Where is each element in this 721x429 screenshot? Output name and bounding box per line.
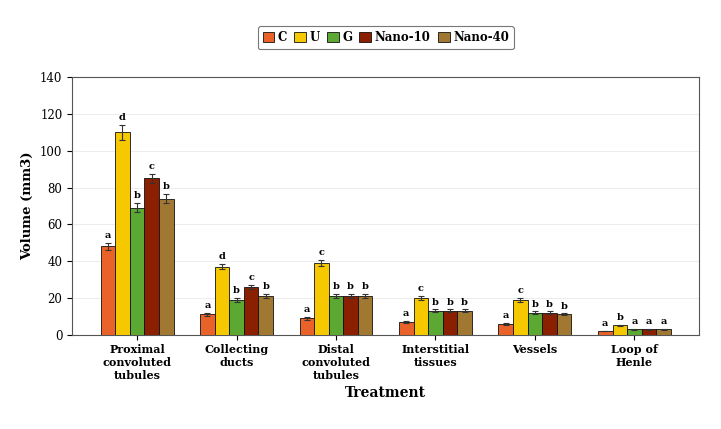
Text: b: b: [446, 298, 454, 307]
Text: c: c: [418, 284, 424, 293]
Bar: [101, 246, 115, 335]
Bar: [159, 199, 174, 335]
Text: b: b: [332, 282, 340, 291]
Text: a: a: [304, 305, 310, 314]
Text: d: d: [218, 252, 226, 261]
Text: a: a: [503, 311, 509, 320]
Text: c: c: [248, 273, 254, 282]
Bar: [144, 178, 159, 335]
Bar: [613, 326, 627, 335]
Text: b: b: [163, 182, 169, 191]
Text: a: a: [660, 317, 667, 326]
Text: c: c: [518, 286, 523, 295]
Text: b: b: [362, 282, 368, 291]
Legend: C, U, G, Nano-10, Nano-40: C, U, G, Nano-10, Nano-40: [258, 27, 513, 49]
Bar: [314, 263, 329, 335]
Text: b: b: [546, 299, 553, 308]
Bar: [229, 300, 244, 335]
Bar: [244, 287, 258, 335]
Bar: [115, 133, 130, 335]
Text: b: b: [347, 282, 354, 291]
Text: a: a: [105, 231, 111, 240]
Y-axis label: Volume (mm3): Volume (mm3): [22, 152, 35, 260]
Text: b: b: [133, 191, 141, 200]
Text: b: b: [616, 313, 623, 322]
Text: c: c: [319, 248, 324, 257]
Bar: [443, 311, 457, 335]
Bar: [542, 313, 557, 335]
Bar: [428, 311, 443, 335]
Text: b: b: [561, 302, 567, 311]
Bar: [200, 314, 215, 335]
Text: b: b: [262, 282, 269, 291]
Text: b: b: [233, 286, 240, 295]
Bar: [258, 296, 273, 335]
Bar: [528, 313, 542, 335]
Bar: [656, 329, 671, 335]
Bar: [513, 300, 528, 335]
Bar: [642, 329, 656, 335]
Bar: [130, 208, 144, 335]
Bar: [598, 331, 613, 335]
Text: c: c: [149, 162, 154, 171]
Bar: [557, 314, 572, 335]
Bar: [299, 318, 314, 335]
Text: d: d: [119, 113, 126, 122]
Text: a: a: [602, 319, 609, 328]
Bar: [399, 322, 414, 335]
Bar: [414, 298, 428, 335]
Bar: [627, 329, 642, 335]
Text: a: a: [403, 309, 410, 318]
Bar: [329, 296, 343, 335]
Text: b: b: [432, 298, 439, 307]
Bar: [215, 266, 229, 335]
Text: a: a: [204, 301, 211, 310]
Bar: [358, 296, 373, 335]
Text: b: b: [531, 299, 539, 308]
Text: a: a: [646, 317, 653, 326]
Bar: [343, 296, 358, 335]
Bar: [498, 323, 513, 335]
Text: a: a: [631, 317, 637, 326]
Bar: [457, 311, 472, 335]
X-axis label: Treatment: Treatment: [345, 387, 426, 401]
Text: b: b: [461, 298, 468, 307]
